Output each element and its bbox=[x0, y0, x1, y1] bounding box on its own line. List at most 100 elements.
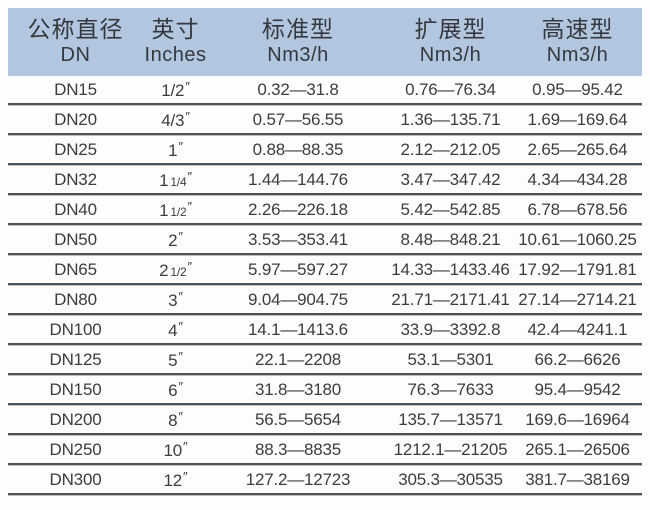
cell-extended-range: 135.7—13571 bbox=[398, 409, 503, 429]
cell-standard-range: 0.57—56.55 bbox=[252, 109, 344, 129]
cell-inches: 1″ bbox=[143, 139, 208, 164]
cell-standard-range: 22.1—2208 bbox=[254, 349, 342, 369]
header-col-dn-cn: 公称直径 bbox=[27, 16, 124, 42]
cell-inches: 10″ bbox=[143, 439, 208, 464]
table-row: DN100 4″ 14.1—1413.6 33.9—3392.8 42.4—42… bbox=[8, 316, 642, 346]
inch-mark: ″ bbox=[187, 258, 192, 274]
inch-value: 8 bbox=[168, 410, 178, 430]
cell-standard-range: 14.1—1413.6 bbox=[248, 319, 348, 339]
header-col-dn: 公称直径 DN bbox=[8, 16, 143, 68]
cell-extended-range: 5.42—542.85 bbox=[400, 199, 501, 219]
inch-mark: ″ bbox=[178, 318, 183, 334]
table-row: DN250 10″ 88.3—8835 1212.1—21205 265.1—2… bbox=[8, 436, 642, 466]
cell-extended-range: 0.76—76.34 bbox=[405, 79, 496, 99]
cell-highspeed-range: 27.14—2714.21 bbox=[518, 289, 637, 309]
cell-extended-range: 2.12—212.05 bbox=[400, 139, 501, 159]
cell-extended-range: 14.33—1433.46 bbox=[391, 259, 510, 279]
table-row: DN25 1″ 0.88—88.35 2.12—212.05 2.65—265.… bbox=[8, 136, 642, 166]
inch-value: 4/3 bbox=[161, 110, 185, 130]
cell-standard-range: 5.97—597.27 bbox=[248, 259, 348, 279]
cell-highspeed-range: 1.69—169.64 bbox=[527, 109, 628, 129]
cell-inches: 4/3″ bbox=[143, 109, 208, 134]
table-row: DN300 12″ 127.2—12723 305.3—30535 381.7—… bbox=[8, 466, 642, 496]
inch-mark: ″ bbox=[178, 228, 183, 244]
cell-highspeed-range: 17.92—1791.81 bbox=[518, 259, 637, 279]
cell-standard-range: 31.8—3180 bbox=[254, 379, 342, 399]
inch-mark: ″ bbox=[178, 288, 183, 304]
cell-inches: 6″ bbox=[143, 379, 208, 404]
cell-extended-range: 76.3—7633 bbox=[407, 379, 494, 399]
cell-dn: DN20 bbox=[54, 109, 97, 129]
inch-value: 10 bbox=[163, 440, 183, 460]
cell-inches: 1 1/2″ bbox=[143, 199, 208, 224]
table-row: DN32 1 1/4″ 1.44—144.76 3.47—347.42 4.34—… bbox=[8, 166, 642, 196]
table-row: DN65 2 1/2″ 5.97—597.27 14.33—1433.46 17.… bbox=[8, 256, 642, 286]
cell-dn: DN100 bbox=[49, 319, 102, 339]
cell-dn: DN65 bbox=[54, 259, 97, 279]
table-body: DN15 1/2″ 0.32—31.8 0.76—76.34 0.95—95.4… bbox=[8, 76, 642, 496]
inch-fraction: 1/4 bbox=[170, 174, 187, 189]
header-col-highspeed-unit: Nm3/h bbox=[546, 44, 609, 66]
cell-highspeed-range: 381.7—38169 bbox=[525, 469, 630, 489]
inch-value: 1 bbox=[168, 140, 178, 160]
table-row: DN20 4/3″ 0.57—56.55 1.36—135.71 1.69—16… bbox=[8, 106, 642, 136]
cell-dn: DN15 bbox=[54, 79, 97, 99]
cell-inches: 4″ bbox=[143, 319, 208, 344]
cell-highspeed-range: 265.1—26506 bbox=[525, 439, 630, 459]
inch-value: 1/2 bbox=[161, 80, 185, 100]
cell-extended-range: 21.71—2171.41 bbox=[391, 289, 510, 309]
table-row: DN125 5″ 22.1—2208 53.1—5301 66.2—6626 bbox=[8, 346, 642, 376]
cell-standard-range: 9.04—904.75 bbox=[248, 289, 348, 309]
cell-dn: DN80 bbox=[54, 289, 97, 309]
cell-dn: DN125 bbox=[49, 349, 102, 369]
inch-value: 2 bbox=[159, 260, 169, 280]
cell-highspeed-range: 95.4—9542 bbox=[534, 379, 621, 399]
cell-extended-range: 33.9—3392.8 bbox=[400, 319, 501, 339]
cell-dn: DN25 bbox=[54, 139, 97, 159]
table-row: DN150 6″ 31.8—3180 76.3—7633 95.4—9542 bbox=[8, 376, 642, 406]
cell-standard-range: 1.44—144.76 bbox=[248, 169, 348, 189]
cell-extended-range: 1212.1—21205 bbox=[393, 439, 508, 459]
cell-highspeed-range: 42.4—4241.1 bbox=[527, 319, 628, 339]
header-col-extended: 扩展型 Nm3/h bbox=[388, 16, 513, 68]
header-col-highspeed-cn: 高速型 bbox=[541, 16, 614, 42]
cell-inches: 2″ bbox=[143, 229, 208, 254]
cell-inches: 8″ bbox=[143, 409, 208, 434]
inch-mark: ″ bbox=[185, 78, 190, 94]
table-row: DN40 1 1/2″ 2.26—226.18 5.42—542.85 6.78—… bbox=[8, 196, 642, 226]
inch-mark: ″ bbox=[187, 168, 192, 184]
inch-value: 4 bbox=[168, 320, 178, 340]
cell-standard-range: 127.2—12723 bbox=[245, 469, 351, 489]
cell-highspeed-range: 0.95—95.42 bbox=[532, 79, 623, 99]
cell-inches: 12″ bbox=[143, 469, 208, 494]
inch-value: 5 bbox=[168, 350, 178, 370]
cell-highspeed-range: 169.6—16964 bbox=[525, 409, 630, 429]
cell-dn: DN300 bbox=[49, 469, 102, 489]
inch-value: 1 bbox=[159, 170, 169, 190]
cell-standard-range: 0.32—31.8 bbox=[257, 79, 339, 99]
inch-mark: ″ bbox=[178, 378, 183, 394]
table-row: DN15 1/2″ 0.32—31.8 0.76—76.34 0.95—95.4… bbox=[8, 76, 642, 106]
cell-inches: 1 1/4″ bbox=[143, 169, 208, 194]
cell-dn: DN250 bbox=[49, 439, 102, 459]
inch-value: 6 bbox=[168, 380, 178, 400]
header-col-inches-cn: 英寸 bbox=[151, 16, 200, 42]
header-col-inches-en: Inches bbox=[144, 44, 207, 66]
inch-value: 12 bbox=[163, 470, 183, 490]
table-header-row: 公称直径 DN 英寸 Inches 标准型 Nm3/h 扩展型 Nm3/h 高速… bbox=[8, 8, 642, 76]
cell-dn: DN40 bbox=[54, 199, 97, 219]
header-col-highspeed: 高速型 Nm3/h bbox=[513, 16, 642, 68]
inch-mark: ″ bbox=[183, 438, 188, 454]
cell-dn: DN32 bbox=[54, 169, 97, 189]
inch-mark: ″ bbox=[187, 198, 192, 214]
inch-value: 1 bbox=[159, 200, 169, 220]
cell-dn: DN50 bbox=[54, 229, 97, 249]
cell-highspeed-range: 10.61—1060.25 bbox=[518, 229, 637, 249]
cell-inches: 1/2″ bbox=[143, 79, 208, 104]
cell-standard-range: 2.26—226.18 bbox=[248, 199, 348, 219]
header-col-dn-en: DN bbox=[60, 44, 91, 66]
cell-inches: 3″ bbox=[143, 289, 208, 314]
header-col-extended-cn: 扩展型 bbox=[414, 16, 487, 42]
table-row: DN200 8″ 56.5—5654 135.7—13571 169.6—169… bbox=[8, 406, 642, 436]
